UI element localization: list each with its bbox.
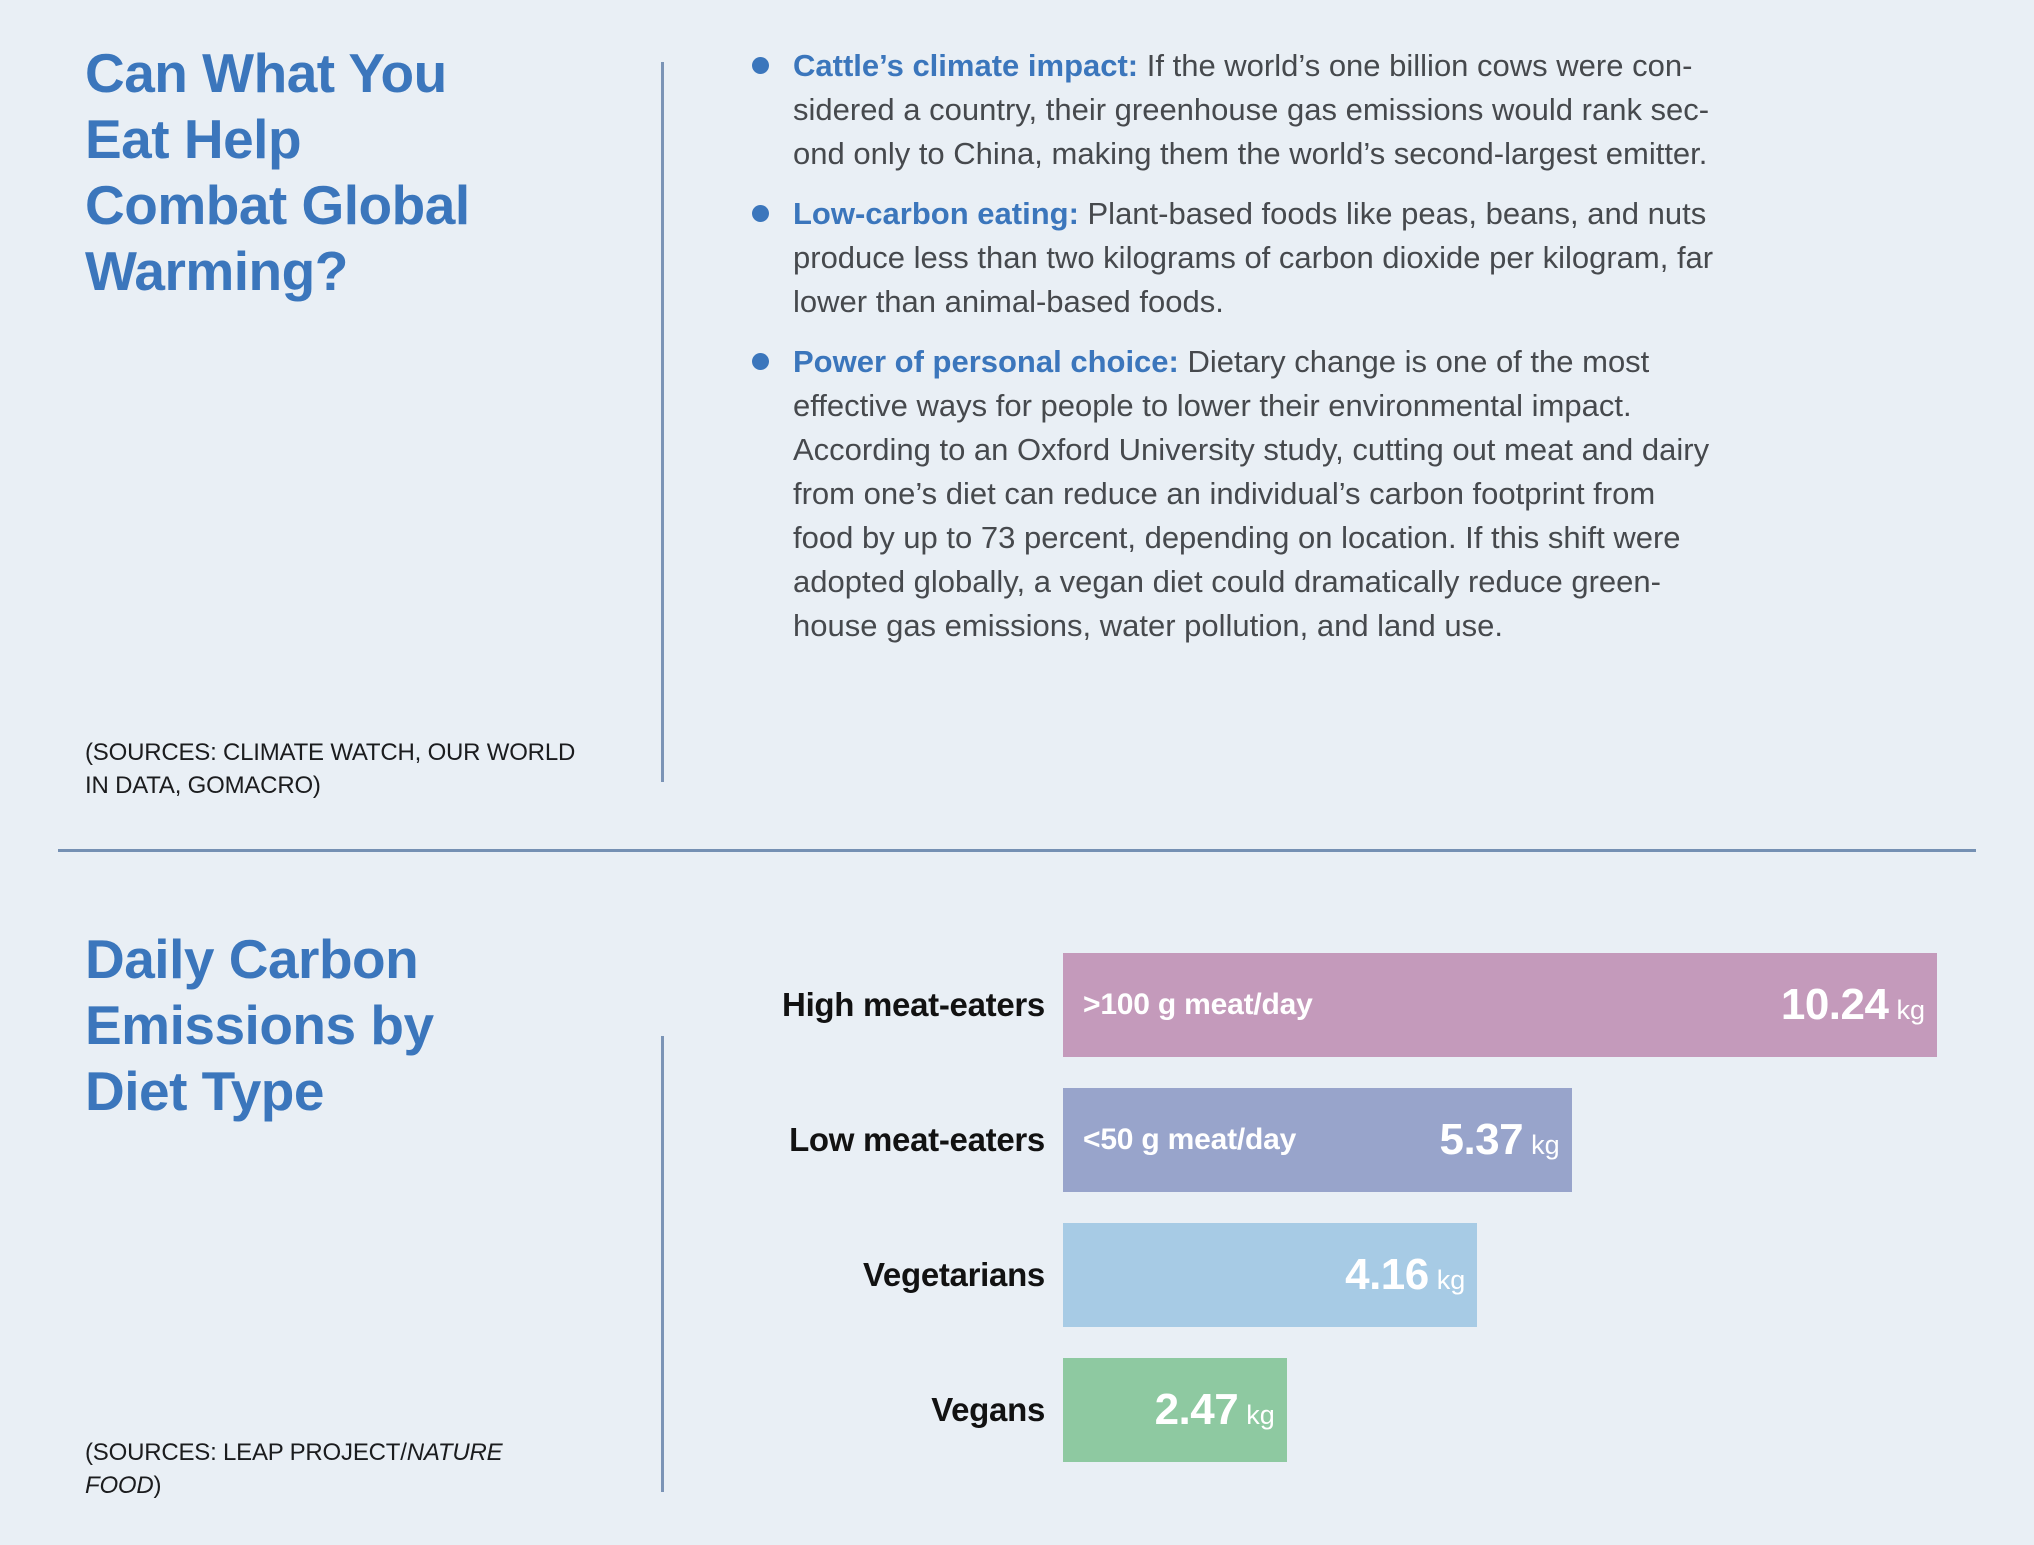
bar-category-label: Vegans bbox=[931, 1391, 1045, 1428]
bullet-lead: Low-carbon eating: bbox=[793, 196, 1079, 231]
bar-value-group: 5.37 kg bbox=[1439, 1115, 1559, 1165]
bar-category-label: Low meat-eaters bbox=[789, 1121, 1045, 1158]
bar-value-group: 4.16 kg bbox=[1345, 1250, 1465, 1300]
chart-section-sources: (SOURCES: LEAP PROJECT/NATURE FOOD) bbox=[85, 1436, 645, 1502]
bar-track: >100 g meat/day 10.24 kg bbox=[1063, 953, 1937, 1057]
sources-suffix: ) bbox=[153, 1472, 162, 1499]
top-section-divider-vertical bbox=[661, 62, 664, 782]
bar-note-label: <50 g meat/day bbox=[1083, 1123, 1297, 1156]
bullet-dot-icon bbox=[752, 57, 769, 74]
bar-value: 4.16 bbox=[1345, 1250, 1429, 1299]
bar-note-label: >100 g meat/day bbox=[1083, 988, 1313, 1021]
bar-value: 10.24 bbox=[1780, 980, 1889, 1029]
bullet-text: Low-carbon eating: Plant-based foods lik… bbox=[793, 192, 1713, 324]
bar-track: <50 g meat/day 5.37 kg bbox=[1063, 1088, 1937, 1192]
bullet-item-personal-choice: Power of personal choice: Dietary change… bbox=[752, 340, 2022, 648]
top-section-title: Can What You Eat Help Combat Global Warm… bbox=[85, 42, 470, 302]
bar-vegans: 2.47 kg bbox=[1063, 1358, 1287, 1462]
bar-value: 2.47 bbox=[1154, 1385, 1239, 1434]
chart-row-high-meat-eaters: High meat-eaters >100 g meat/day 10.24 k… bbox=[680, 953, 1937, 1057]
chart-row-low-meat-eaters: Low meat-eaters <50 g meat/day 5.37 kg bbox=[680, 1088, 1937, 1192]
bar-chart: High meat-eaters >100 g meat/day 10.24 k… bbox=[680, 953, 1937, 1493]
bullet-text: Cattle’s climate impact: If the world’s … bbox=[793, 44, 1709, 176]
chart-section-divider-vertical bbox=[661, 1036, 664, 1492]
bar-unit: kg bbox=[1896, 995, 1925, 1025]
bar-low-meat-eaters: <50 g meat/day 5.37 kg bbox=[1063, 1088, 1572, 1192]
top-section-sources: (SOURCES: CLIMATE WATCH, OUR WORLD IN DA… bbox=[85, 739, 576, 799]
bullet-body: Plant-based foods like peas, beans, and … bbox=[793, 196, 1714, 319]
bullet-item-low-carbon-eating: Low-carbon eating: Plant-based foods lik… bbox=[752, 192, 2022, 324]
bullet-lead: Power of personal choice: bbox=[793, 344, 1179, 379]
bar-track: 4.16 kg bbox=[1063, 1223, 1937, 1327]
section-divider-horizontal bbox=[58, 849, 1976, 852]
chart-section-title: Daily Carbon Emissions by Diet Type bbox=[85, 928, 434, 1122]
bar-value-group: 2.47 kg bbox=[1155, 1385, 1275, 1435]
bar-value: 5.37 bbox=[1439, 1115, 1524, 1164]
bar-high-meat-eaters: >100 g meat/day 10.24 kg bbox=[1063, 953, 1937, 1057]
bar-category-label: High meat-eaters bbox=[782, 986, 1045, 1023]
sources-italic-journal: NATURE FOOD bbox=[85, 1439, 503, 1499]
bar-value-group: 10.24 kg bbox=[1781, 980, 1925, 1030]
bullet-dot-icon bbox=[752, 205, 769, 222]
bullet-lead: Cattle’s climate impact: bbox=[793, 48, 1139, 83]
bullet-body: Dietary change is one of the most effect… bbox=[793, 344, 1710, 643]
bar-unit: kg bbox=[1246, 1400, 1275, 1430]
sources-prefix: (SOURCES: LEAP PROJECT/ bbox=[85, 1439, 407, 1466]
bar-category-label: Vegetarians bbox=[863, 1256, 1045, 1293]
bullet-item-cattle-impact: Cattle’s climate impact: If the world’s … bbox=[752, 44, 2022, 176]
chart-row-vegetarians: Vegetarians 4.16 kg bbox=[680, 1223, 1937, 1327]
bullet-dot-icon bbox=[752, 353, 769, 370]
bar-vegetarians: 4.16 kg bbox=[1063, 1223, 1478, 1327]
bar-unit: kg bbox=[1436, 1265, 1466, 1295]
bar-unit: kg bbox=[1531, 1130, 1560, 1160]
chart-row-vegans: Vegans 2.47 kg bbox=[680, 1358, 1937, 1462]
bullet-text: Power of personal choice: Dietary change… bbox=[793, 340, 1709, 648]
bullet-list: Cattle’s climate impact: If the world’s … bbox=[752, 44, 2022, 664]
bullet-body: If the world’s one billion cows were con… bbox=[793, 48, 1710, 171]
bar-track: 2.47 kg bbox=[1063, 1358, 1937, 1462]
